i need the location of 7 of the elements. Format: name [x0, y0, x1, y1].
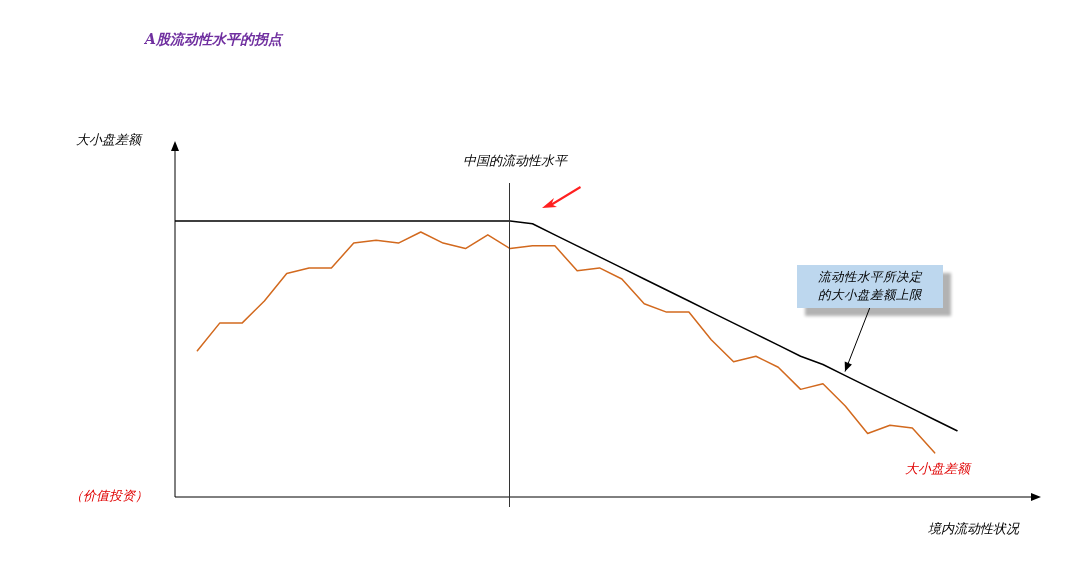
callout-box: 流动性水平所决定的大小盘差额上限 — [797, 265, 943, 308]
text: 中国的流动性水平 — [463, 153, 569, 169]
text: 大小盘差额 — [76, 132, 143, 148]
annotation: 大小盘差额 — [905, 461, 972, 477]
chart-title: A股流动性水平的拐点 — [143, 30, 284, 47]
x-axis-title: 境内流动性状况 — [928, 521, 1020, 537]
text: （价值投资） — [70, 488, 148, 504]
